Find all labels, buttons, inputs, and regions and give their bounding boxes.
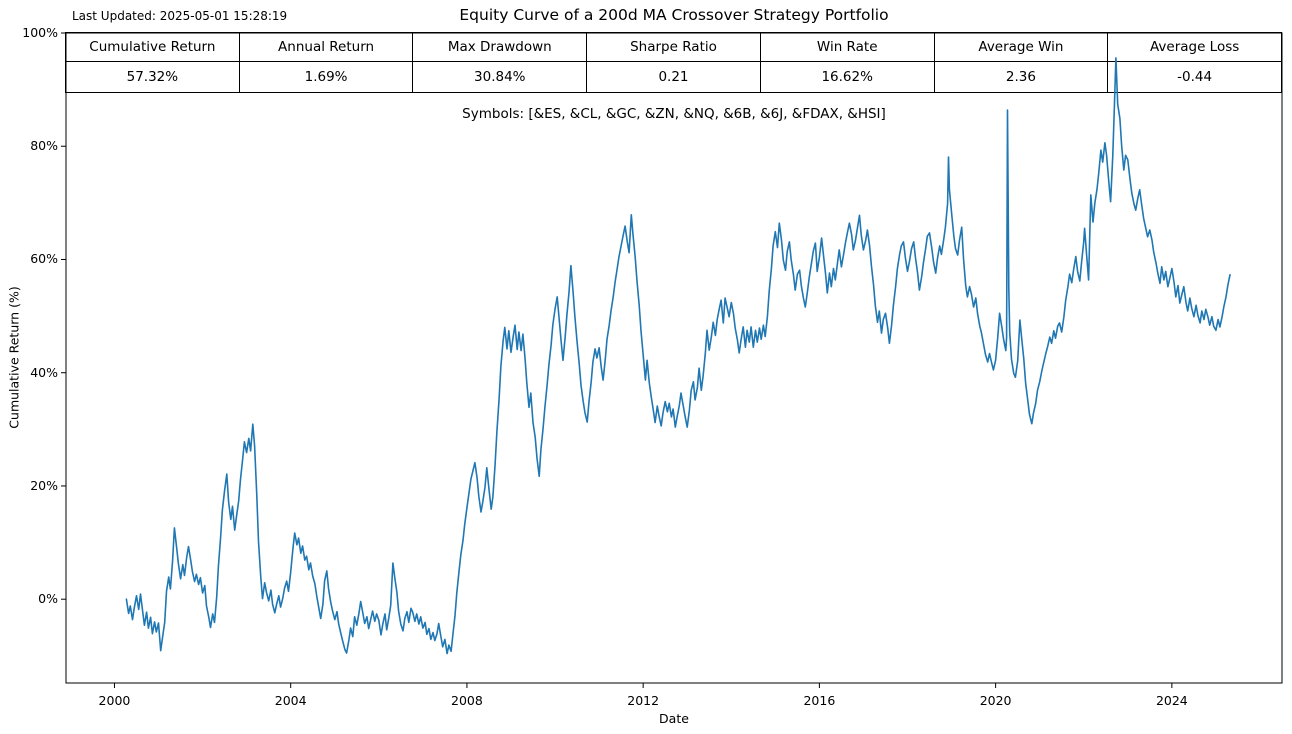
stat-header-cell: Annual Return [238, 32, 414, 62]
plot-frame [65, 32, 1283, 684]
x-axis-label: Date [659, 711, 689, 726]
stat-value-cell: 1.69% [238, 61, 414, 93]
stat-header-cell: Max Drawdown [412, 32, 588, 62]
y-tick-label: 40% [30, 364, 58, 380]
x-tick-label: 2016 [803, 693, 836, 708]
x-tick-label: 2000 [98, 693, 131, 708]
y-axis-label: Cumulative Return (%) [6, 286, 22, 429]
last-updated-text: Last Updated: 2025-05-01 15:28:19 [72, 9, 288, 23]
stat-value-cell: 2.36 [933, 61, 1109, 93]
stat-value-cell: 0.21 [586, 61, 761, 93]
y-tick-label: 0% [38, 591, 58, 607]
y-tick-label: 80% [30, 138, 58, 154]
stat-header-cell: Average Loss [1107, 32, 1282, 62]
chart-title: Equity Curve of a 200d MA Crossover Stra… [459, 6, 889, 24]
stat-header-cell: Average Win [933, 32, 1109, 62]
stat-header-cell: Sharpe Ratio [586, 32, 761, 62]
y-tick-label: 60% [30, 251, 58, 267]
stat-header-cell: Cumulative Return [65, 32, 240, 62]
stat-value-cell: 30.84% [412, 61, 588, 93]
x-tick-label: 2012 [627, 693, 660, 708]
x-tick-label: 2008 [451, 693, 483, 708]
y-tick-label: 20% [30, 477, 58, 493]
stats-table: Cumulative Return Annual Return Max Drawdo… [65, 32, 1282, 93]
y-tick-label: 100% [22, 25, 58, 40]
x-tick-label: 2024 [1155, 693, 1188, 708]
x-tick-label: 2004 [274, 693, 307, 708]
stat-value-cell: 16.62% [759, 61, 935, 93]
stat-value-cell: -0.44 [1107, 61, 1282, 93]
stat-value-cell: 57.32% [65, 61, 240, 93]
symbols-caption: Symbols: [&ES, &CL, &GC, &ZN, &NQ, &6B, … [462, 106, 886, 122]
axis-tick-marks [61, 32, 1173, 688]
stat-header-cell: Win Rate [759, 32, 935, 62]
equity-curve-line [125, 57, 1231, 655]
x-tick-label: 2020 [979, 693, 1012, 708]
